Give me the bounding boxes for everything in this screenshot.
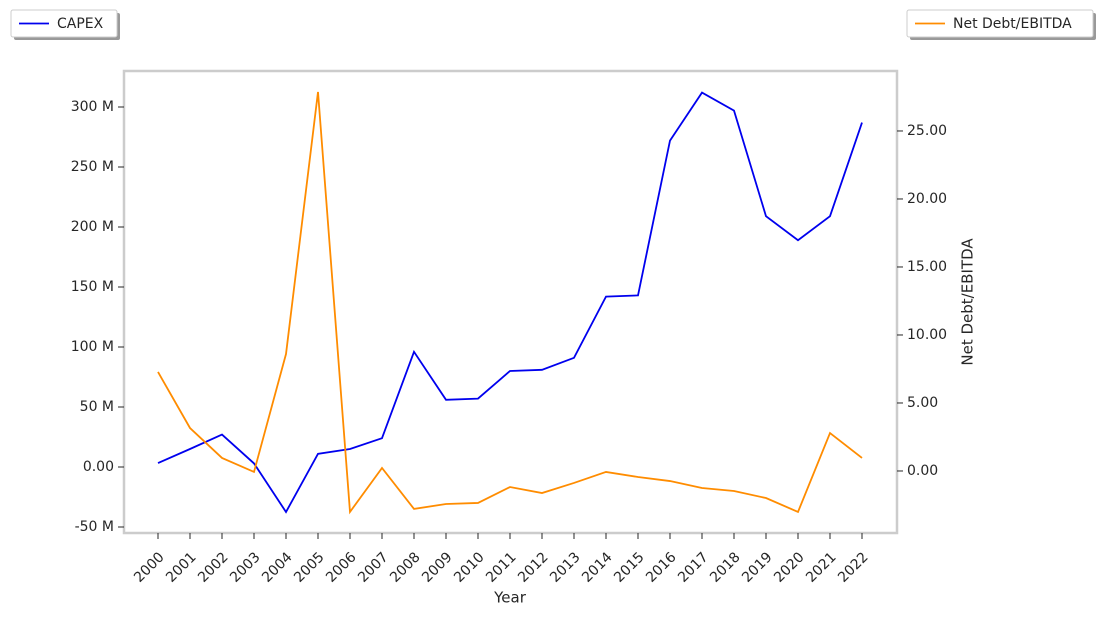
y2-tick-label: 10.00 (907, 327, 947, 343)
legend-label: Net Debt/EBITDA (953, 16, 1072, 32)
y-tick-label: 200 M (71, 219, 114, 235)
x-tick-label: 2017 (675, 549, 712, 586)
x-tick-label: 2015 (611, 549, 648, 586)
x-tick-label: 2009 (419, 549, 456, 586)
y-tick-label: 100 M (71, 339, 114, 355)
series-line (157, 91, 863, 514)
y2-tick-label: 0.00 (907, 463, 938, 479)
x-tick-label: 2014 (579, 549, 616, 586)
x-tick-label: 2004 (259, 549, 296, 586)
x-tick-label: 2005 (291, 549, 328, 586)
legend-box (906, 9, 1094, 38)
x-tick-label: 2022 (835, 549, 872, 586)
y-tick-label: 150 M (71, 279, 114, 295)
x-tick-label: 2011 (483, 549, 520, 586)
y2-tick-label: 20.00 (907, 191, 947, 207)
legend: CAPEX (10, 9, 120, 40)
x-tick-label: 2001 (163, 549, 200, 586)
x-tick-label: 2012 (515, 549, 552, 586)
y2-axis-label: Net Debt/EBITDA (959, 238, 977, 366)
x-tick-label: 2018 (707, 549, 744, 586)
y2-tick-label: 15.00 (907, 259, 947, 275)
x-tick-label: 2007 (355, 549, 392, 586)
x-axis-label: Year (493, 589, 527, 607)
y-tick-label: 50 M (80, 399, 114, 415)
x-tick-label: 2000 (131, 549, 168, 586)
y2-tick-label: 5.00 (907, 395, 938, 411)
y-tick-label: 0.00 (83, 459, 114, 475)
x-tick-label: 2019 (739, 549, 776, 586)
x-tick-label: 2021 (803, 549, 840, 586)
x-tick-label: 2010 (451, 549, 488, 586)
x-tick-label: 2006 (323, 549, 360, 586)
legend: Net Debt/EBITDA (906, 9, 1096, 40)
x-tick-label: 2020 (771, 549, 808, 586)
x-tick-label: 2013 (547, 549, 584, 586)
legend-label: CAPEX (57, 16, 104, 32)
y-tick-label: -50 M (75, 519, 114, 535)
y-tick-label: 250 M (71, 159, 114, 175)
series-line (157, 91, 863, 515)
y-tick-label: 300 M (71, 99, 114, 115)
x-tick-label: 2008 (387, 549, 424, 586)
y2-tick-label: 25.00 (907, 123, 947, 139)
x-tick-label: 2003 (227, 549, 264, 586)
plot-frame (122, 69, 899, 535)
x-tick-label: 2016 (643, 549, 680, 586)
legend-box (10, 9, 118, 38)
x-tick-label: 2002 (195, 549, 232, 586)
